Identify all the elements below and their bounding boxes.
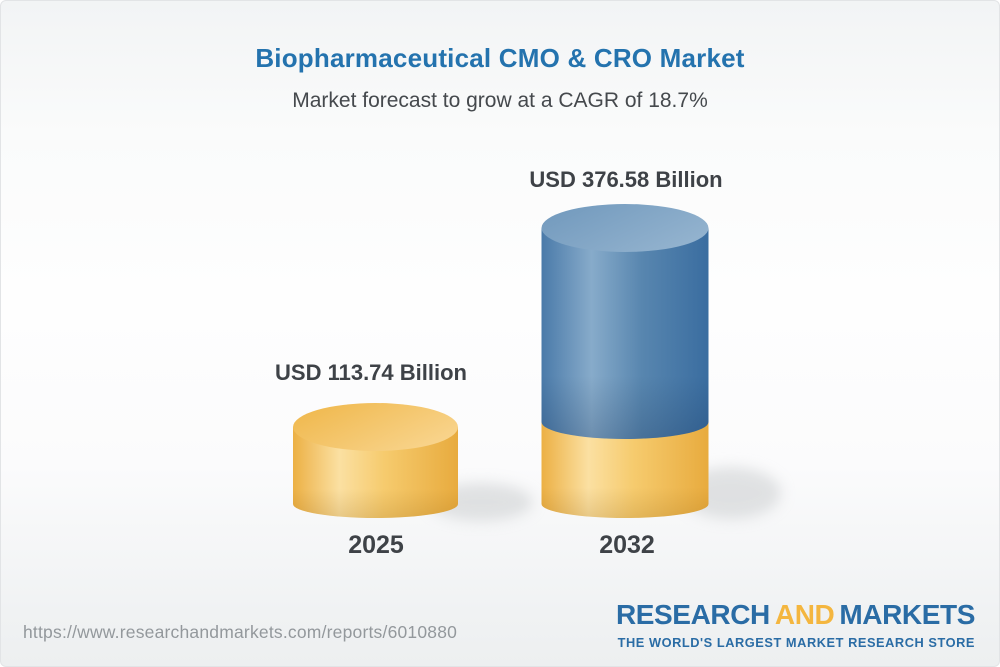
- value-label-2025: USD 113.74 Billion: [275, 360, 467, 385]
- brand-word-markets: MARKETS: [839, 599, 975, 630]
- brand-tagline: THE WORLD'S LARGEST MARKET RESEARCH STOR…: [617, 634, 975, 650]
- cylinder-2032-base-shade: [541, 422, 709, 518]
- report-url[interactable]: https://www.researchandmarkets.com/repor…: [23, 622, 458, 642]
- cylinder-2032-blue-shade: [541, 228, 709, 439]
- page-title: Biopharmaceutical CMO & CRO Market: [255, 43, 745, 73]
- category-label-2032: 2032: [599, 531, 655, 559]
- cylinder-2032: [541, 204, 709, 518]
- brand-word-and: AND: [774, 599, 835, 630]
- brand-logo-wordmark: RESEARCH AND MARKETS: [615, 599, 975, 631]
- cylinder-2025: [293, 403, 458, 518]
- brand-word-research: RESEARCH: [615, 599, 770, 630]
- page-subtitle: Market forecast to grow at a CAGR of 18.…: [292, 89, 708, 112]
- value-label-2032: USD 376.58 Billion: [529, 167, 723, 192]
- cylinder-2025-top: [293, 403, 458, 451]
- cylinder-2025-body-shade: [293, 427, 458, 518]
- cylinder-2032-top: [541, 204, 709, 252]
- brand-logo[interactable]: RESEARCH AND MARKETS THE WORLD'S LARGEST M…: [615, 599, 975, 650]
- category-label-2025: 2025: [348, 531, 404, 559]
